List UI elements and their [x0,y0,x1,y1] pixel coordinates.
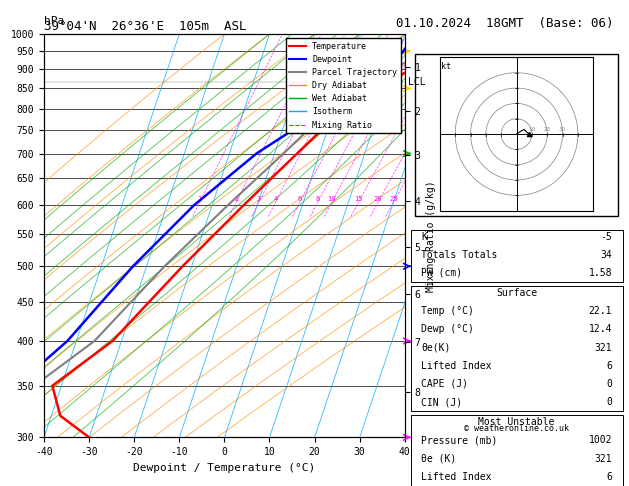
Text: 4: 4 [274,196,277,202]
Text: 8: 8 [316,196,320,202]
Text: 321: 321 [594,343,612,353]
Text: Pressure (mb): Pressure (mb) [421,435,498,445]
Text: CIN (J): CIN (J) [421,397,462,407]
Text: Most Unstable: Most Unstable [479,417,555,427]
Text: 22.1: 22.1 [589,306,612,316]
FancyBboxPatch shape [411,286,623,411]
Text: 39°04'N  26°36'E  105m  ASL: 39°04'N 26°36'E 105m ASL [44,20,247,33]
Text: Surface: Surface [496,288,537,298]
Text: -5: -5 [600,232,612,242]
Text: PW (cm): PW (cm) [421,268,462,278]
Text: Totals Totals: Totals Totals [421,250,498,260]
Text: 0: 0 [606,397,612,407]
Text: 20: 20 [374,196,382,202]
Text: 6: 6 [606,361,612,371]
Text: K: K [421,232,427,242]
Text: 20: 20 [543,127,550,132]
Text: Lifted Index: Lifted Index [421,361,492,371]
Text: θe (K): θe (K) [421,453,457,464]
Text: 1: 1 [198,196,202,202]
Text: Temp (°C): Temp (°C) [421,306,474,316]
Legend: Temperature, Dewpoint, Parcel Trajectory, Dry Adiabat, Wet Adiabat, Isotherm, Mi: Temperature, Dewpoint, Parcel Trajectory… [286,38,401,133]
Text: 2: 2 [234,196,238,202]
Text: LCL: LCL [408,77,426,87]
Text: Dewp (°C): Dewp (°C) [421,325,474,334]
Text: 10: 10 [528,127,535,132]
Text: 30: 30 [559,127,566,132]
Text: 3: 3 [257,196,261,202]
Text: kt: kt [442,62,452,71]
FancyBboxPatch shape [411,230,623,282]
Text: 6: 6 [298,196,302,202]
Text: 6: 6 [606,472,612,482]
Text: hPa: hPa [44,16,64,26]
Text: 12.4: 12.4 [589,325,612,334]
Text: CAPE (J): CAPE (J) [421,379,468,389]
Text: 321: 321 [594,453,612,464]
X-axis label: Dewpoint / Temperature (°C): Dewpoint / Temperature (°C) [133,463,316,473]
Text: 1.58: 1.58 [589,268,612,278]
Text: 01.10.2024  18GMT  (Base: 06): 01.10.2024 18GMT (Base: 06) [396,17,614,30]
Text: Lifted Index: Lifted Index [421,472,492,482]
FancyBboxPatch shape [415,54,618,215]
Text: 1002: 1002 [589,435,612,445]
Text: 10: 10 [328,196,336,202]
FancyBboxPatch shape [411,415,623,486]
Y-axis label: Mixing Ratio (g/kg): Mixing Ratio (g/kg) [426,180,436,292]
Text: 0: 0 [606,379,612,389]
Text: θe(K): θe(K) [421,343,450,353]
Text: 34: 34 [600,250,612,260]
Text: © weatheronline.co.uk: © weatheronline.co.uk [464,424,569,434]
Text: 25: 25 [389,196,398,202]
Text: 15: 15 [354,196,363,202]
